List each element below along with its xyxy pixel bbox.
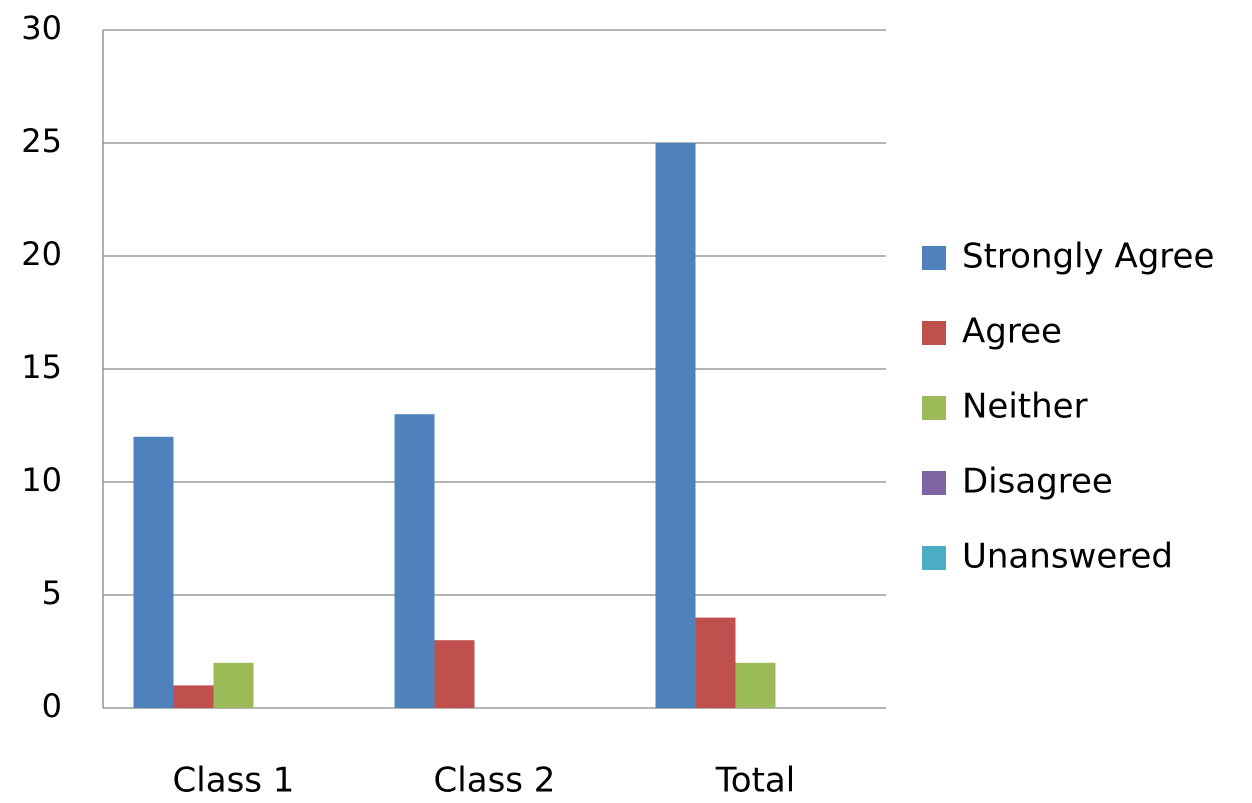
x-tick-label: Class 1 bbox=[173, 761, 295, 801]
y-tick-label: 15 bbox=[21, 348, 62, 386]
bar bbox=[655, 143, 696, 708]
legend-label: Unanswered bbox=[962, 537, 1173, 577]
y-tick-label: 25 bbox=[21, 122, 62, 160]
legend-label: Neither bbox=[962, 387, 1088, 427]
y-tick-label: 0 bbox=[42, 687, 62, 725]
bar bbox=[695, 617, 736, 708]
bar bbox=[735, 662, 776, 708]
bar bbox=[133, 436, 174, 708]
legend-swatch bbox=[922, 546, 946, 570]
bar bbox=[173, 685, 214, 708]
y-tick-label: 30 bbox=[21, 9, 62, 47]
y-tick-label: 20 bbox=[21, 235, 62, 273]
x-tick-label: Class 2 bbox=[434, 761, 556, 801]
y-tick-label: 10 bbox=[21, 461, 62, 499]
bar bbox=[434, 640, 475, 708]
bar bbox=[213, 662, 254, 708]
legend-label: Agree bbox=[962, 312, 1062, 352]
legend-swatch bbox=[922, 471, 946, 495]
y-tick-label: 5 bbox=[42, 574, 62, 612]
legend-swatch bbox=[922, 246, 946, 270]
legend-label: Disagree bbox=[962, 462, 1113, 502]
legend-swatch bbox=[922, 396, 946, 420]
legend-label: Strongly Agree bbox=[962, 237, 1214, 277]
legend-swatch bbox=[922, 321, 946, 345]
x-tick-label: Total bbox=[715, 761, 795, 801]
bar bbox=[394, 414, 435, 708]
